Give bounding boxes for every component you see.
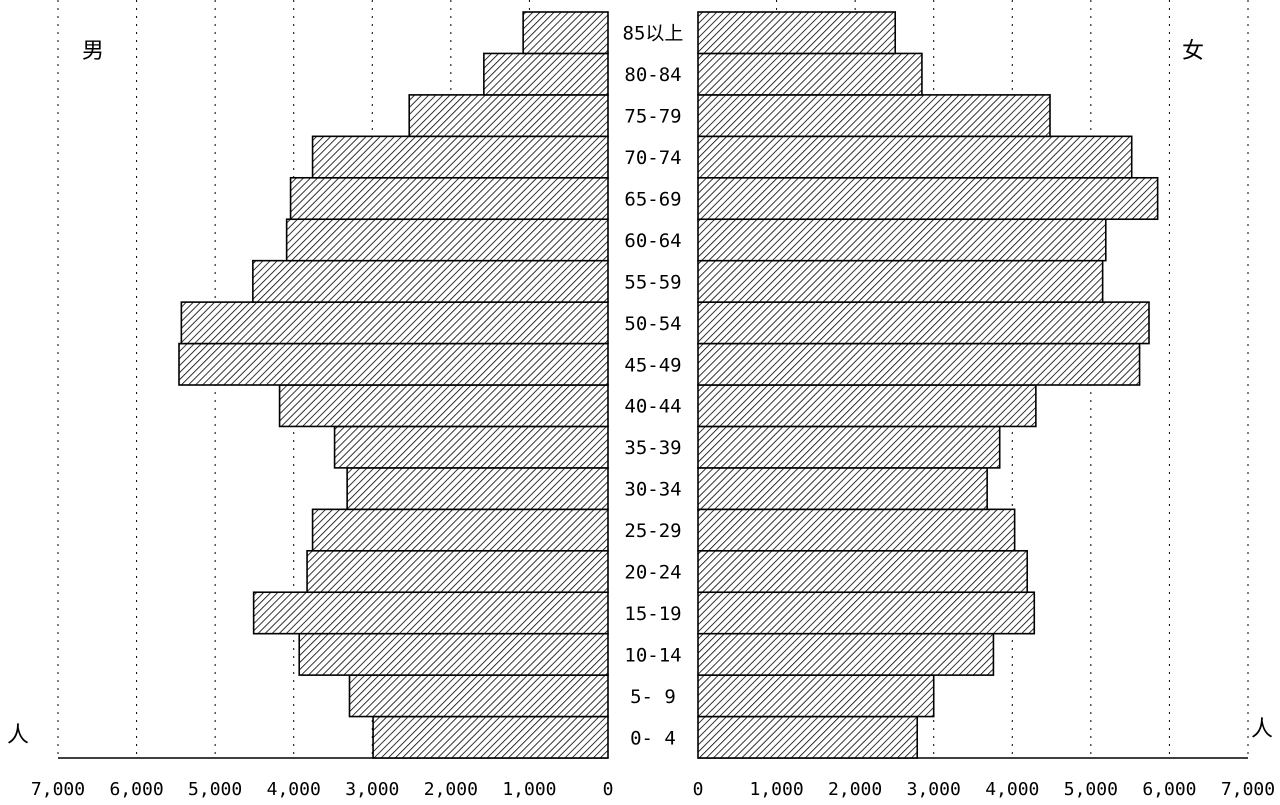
age-label: 70-74 bbox=[624, 147, 681, 169]
bar-male bbox=[346, 467, 609, 511]
bar-male bbox=[252, 591, 609, 635]
tick-label-left: 5,000 bbox=[188, 779, 242, 800]
bar-female bbox=[697, 301, 1150, 345]
bar-female bbox=[697, 176, 1159, 221]
age-label: 60-64 bbox=[624, 230, 681, 252]
bar-male bbox=[311, 135, 609, 179]
age-label: 40-44 bbox=[624, 396, 681, 418]
bar-male bbox=[180, 301, 609, 345]
series-label-female: 女 bbox=[1182, 39, 1204, 64]
series-label-male: 男 bbox=[82, 39, 104, 64]
tick-label-right: 4,000 bbox=[985, 779, 1039, 800]
tick-label-right: 2,000 bbox=[828, 779, 882, 800]
age-label: 65-69 bbox=[624, 189, 681, 211]
bar-female bbox=[697, 632, 995, 676]
tick-label-left: 4,000 bbox=[267, 779, 321, 800]
age-label: 45-49 bbox=[624, 354, 681, 376]
bar-female bbox=[697, 94, 1051, 138]
age-label: 35-39 bbox=[624, 437, 681, 459]
bar-male bbox=[483, 52, 609, 96]
bar-male bbox=[408, 94, 609, 138]
tick-label-right: 7,000 bbox=[1221, 779, 1275, 800]
tick-label-right: 6,000 bbox=[1142, 779, 1196, 800]
tick-label-left: 3,000 bbox=[345, 779, 399, 800]
unit-label-left: 人 bbox=[7, 723, 29, 748]
bar-male bbox=[278, 384, 609, 428]
age-label: 20-24 bbox=[624, 562, 681, 584]
bar-male bbox=[522, 11, 609, 55]
tick-label-left: 6,000 bbox=[109, 779, 163, 800]
tick-label-left: 0 bbox=[603, 779, 614, 800]
bar-male bbox=[372, 715, 609, 759]
tick-label-left: 7,000 bbox=[31, 779, 85, 800]
age-label: 5- 9 bbox=[630, 686, 676, 708]
tick-label-left: 1,000 bbox=[502, 779, 556, 800]
age-label: 85以上 bbox=[623, 23, 684, 45]
age-label: 80-84 bbox=[624, 64, 681, 86]
bar-female bbox=[697, 549, 1029, 594]
bar-male bbox=[333, 425, 609, 469]
tick-label-right: 3,000 bbox=[907, 779, 961, 800]
bar-female bbox=[697, 674, 935, 718]
bar-female bbox=[697, 259, 1104, 303]
bar-female bbox=[697, 135, 1133, 179]
tick-label-right: 1,000 bbox=[749, 779, 803, 800]
bar-female bbox=[697, 384, 1037, 428]
bar-male bbox=[289, 176, 609, 221]
age-label: 15-19 bbox=[624, 603, 681, 625]
bar-female bbox=[697, 218, 1107, 262]
tick-label-right: 0 bbox=[693, 779, 704, 800]
age-label: 0- 4 bbox=[630, 727, 676, 749]
bar-female bbox=[697, 342, 1141, 386]
bar-female bbox=[697, 425, 1001, 469]
bar-male bbox=[298, 632, 609, 676]
unit-label-right: 人 bbox=[1251, 717, 1273, 742]
bar-male bbox=[311, 508, 609, 552]
bar-female bbox=[697, 715, 919, 759]
bar-male bbox=[178, 342, 609, 386]
bar-female bbox=[697, 11, 897, 55]
bar-female bbox=[697, 591, 1036, 635]
age-label: 50-54 bbox=[624, 313, 681, 335]
age-label: 25-29 bbox=[624, 520, 681, 542]
bars bbox=[178, 11, 1159, 759]
bar-female bbox=[697, 52, 923, 96]
bar-male bbox=[306, 549, 609, 594]
age-label: 10-14 bbox=[624, 644, 681, 666]
bar-female bbox=[697, 467, 988, 511]
age-label: 55-59 bbox=[624, 271, 681, 293]
tick-label-left: 2,000 bbox=[424, 779, 478, 800]
bar-male bbox=[348, 674, 609, 718]
age-label: 30-34 bbox=[624, 479, 681, 501]
labels: 0- 4 5- 9 10-14 15-19 20-24 25-29 30-34 35-39 40… bbox=[7, 23, 1275, 800]
bar-male bbox=[285, 218, 609, 262]
bar-male bbox=[252, 259, 609, 303]
age-label: 75-79 bbox=[624, 106, 681, 128]
tick-label-right: 5,000 bbox=[1064, 779, 1118, 800]
bar-female bbox=[697, 508, 1016, 552]
